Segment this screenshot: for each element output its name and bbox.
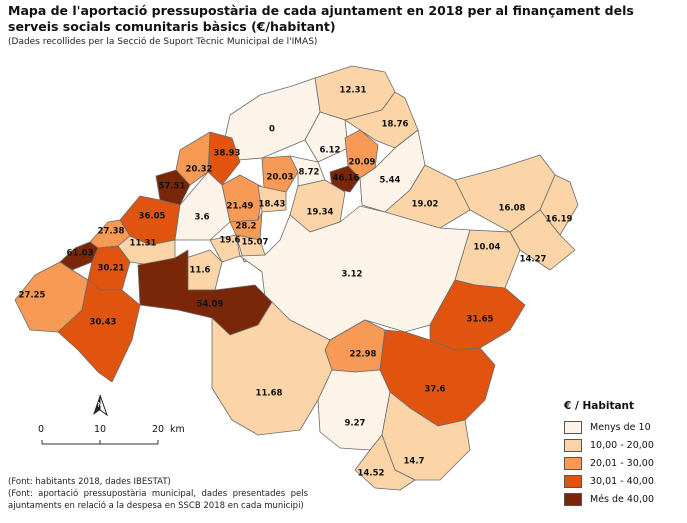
legend-item: 20,01 - 30,00: [564, 454, 682, 472]
scale-tick-0: 0: [38, 424, 45, 435]
municipality-value-label: 20.03: [267, 173, 294, 183]
municipality-area: [261, 155, 299, 193]
scale-bar: 0 10 20 km: [38, 424, 188, 454]
municipality-value-label: 30.43: [90, 318, 117, 328]
municipality-area: [211, 301, 333, 436]
map-title: Mapa de l'aportació pressupostària de ca…: [8, 3, 634, 34]
municipality-value-label: 30.21: [98, 264, 125, 274]
legend-item: 30,01 - 40,00: [564, 472, 682, 490]
municipality-value-label: 19.34: [307, 208, 334, 218]
municipality-value-label: 27.38: [98, 227, 125, 237]
legend-label: 30,01 - 40,00: [590, 475, 654, 487]
footer-source-budget: (Font: aportació pressupostària municipa…: [8, 489, 308, 511]
municipality-value-label: 61.03: [67, 249, 94, 259]
legend-swatch: [564, 492, 582, 506]
municipality-value-label: 46.16: [333, 174, 360, 184]
north-arrow-icon: N: [89, 393, 111, 419]
legend-swatch: [564, 438, 582, 452]
municipality-value-label: 16.19: [546, 215, 573, 225]
municipality-value-label: 19.6: [220, 236, 241, 246]
municipality-value-label: 37.6: [425, 385, 446, 395]
municipality-value-label: 3.12: [342, 270, 363, 280]
legend-swatch: [564, 456, 582, 470]
legend-swatch: [564, 474, 582, 488]
municipality-value-label: 11.31: [130, 239, 157, 249]
scale-unit: km: [170, 424, 185, 435]
legend-label: 10,00 - 20,00: [590, 439, 654, 451]
municipality-value-label: 19.02: [412, 200, 439, 210]
municipality-value-label: 0: [269, 125, 275, 135]
municipality-area: [354, 434, 416, 491]
municipality-value-label: 31.65: [467, 315, 494, 325]
municipality-value-label: 16.08: [499, 204, 526, 214]
municipality-value-label: 5.44: [380, 176, 401, 186]
municipality-value-label: 20.09: [349, 158, 376, 168]
legend: € / Habitant Menys de 10 10,00 - 20,00 20,…: [564, 400, 682, 508]
legend-item: 10,00 - 20,00: [564, 436, 682, 454]
footer-sources: (Font: habitants 2018, dades IBESTAT) (F…: [8, 476, 308, 512]
legend-item: Més de 40,00: [564, 490, 682, 508]
municipality-area: [257, 185, 287, 213]
municipality-value-label: 57.51: [159, 182, 186, 192]
municipality-value-label: 20.32: [186, 165, 213, 175]
municipality-value-label: 21.49: [227, 202, 254, 212]
footer-source-population: (Font: habitants 2018, dades IBESTAT): [8, 477, 171, 487]
municipality-value-label: 8.72: [299, 168, 320, 178]
scale-tick-20: 20: [152, 424, 165, 435]
municipality-value-label: 18.43: [259, 200, 286, 210]
municipality-area: [509, 209, 576, 271]
municipality-value-label: 14.27: [520, 255, 547, 265]
legend-title: € / Habitant: [564, 400, 635, 412]
municipality-value-label: 15.07: [242, 238, 269, 248]
scale-tick-10: 10: [94, 424, 107, 435]
municipality-value-label: 28.2: [236, 222, 257, 232]
municipality-value-label: 11.68: [256, 389, 283, 399]
municipality-value-label: 6.12: [320, 146, 341, 156]
legend-label: Més de 40,00: [590, 493, 655, 505]
legend-item: Menys de 10: [564, 418, 682, 436]
municipality-value-label: 14.7: [404, 457, 425, 467]
municipality-value-label: 54.09: [197, 300, 224, 310]
municipality-value-label: 11.6: [190, 266, 211, 276]
legend-label: Menys de 10: [590, 421, 651, 433]
municipality-value-label: 36.05: [139, 212, 166, 222]
municipality-value-label: 18.76: [382, 120, 409, 130]
legend-label: 20,01 - 30,00: [590, 457, 654, 469]
municipality-area: [304, 111, 349, 163]
north-label: N: [97, 401, 102, 409]
municipality-value-label: 3.6: [194, 213, 209, 223]
municipality-value-label: 9.27: [345, 419, 366, 429]
legend-swatch: [564, 420, 582, 434]
map-subtitle: (Dades recollides per la Secció de Supor…: [8, 37, 318, 47]
municipality-value-label: 22.98: [350, 350, 377, 360]
municipality-area: [117, 235, 176, 266]
municipality-value-label: 27.25: [19, 291, 46, 301]
municipality-area: [175, 131, 211, 186]
municipality-value-label: 12.31: [340, 86, 367, 96]
municipality-area: [155, 169, 191, 206]
municipality-area: [229, 211, 263, 241]
municipality-value-label: 14.52: [358, 469, 385, 479]
municipality-layer: [14, 65, 579, 491]
municipality-area: [344, 91, 419, 149]
municipality-area: [57, 279, 141, 383]
municipality-value-label: 38.93: [214, 149, 241, 159]
municipality-value-label: 10.04: [474, 243, 501, 253]
